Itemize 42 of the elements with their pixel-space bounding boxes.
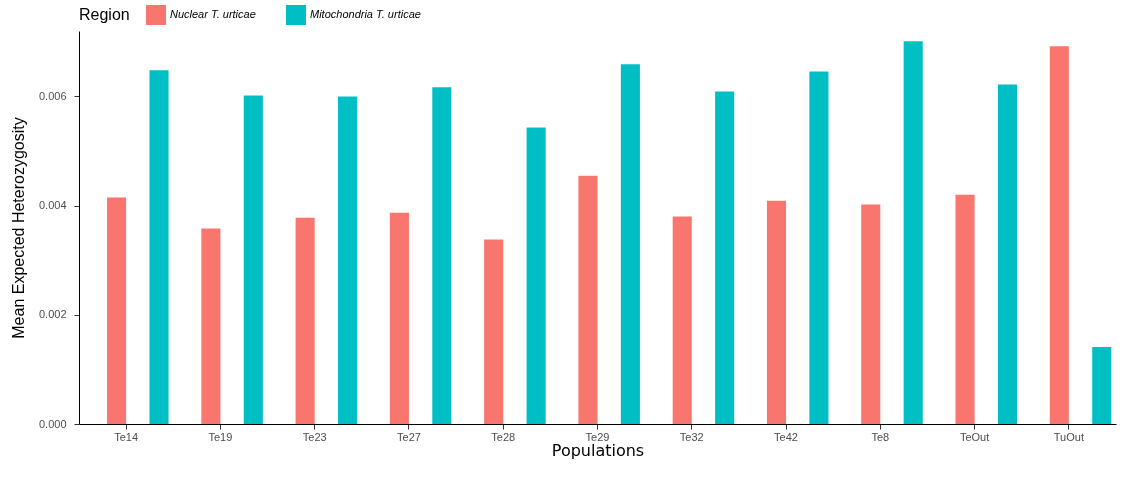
- bar: [338, 96, 358, 424]
- x-tick-label: Te28: [491, 430, 516, 443]
- bar: [243, 95, 263, 424]
- legend-label: Nuclear T. urticae: [170, 8, 256, 20]
- bar: [389, 212, 409, 424]
- y-axis-title: Mean Expected Heterozygosity: [9, 117, 27, 339]
- y-tick-label: 0.000: [38, 417, 67, 430]
- bar: [149, 70, 169, 424]
- bar: [1092, 347, 1112, 424]
- bar: [715, 91, 735, 424]
- bar: [526, 127, 546, 424]
- bar: [432, 87, 452, 424]
- bar: [484, 239, 504, 424]
- x-tick-label: Te23: [302, 430, 327, 443]
- bar: [997, 84, 1018, 424]
- x-tick-label: TuOut: [1053, 430, 1084, 443]
- x-axis-title: Populations: [551, 440, 645, 460]
- x-tick-label: Te19: [208, 430, 233, 443]
- legend-title: Region: [79, 6, 130, 23]
- x-tick-label: Te42: [774, 430, 798, 443]
- x-tick-label: Te32: [679, 430, 704, 443]
- y-tick-label: 0.004: [38, 199, 67, 212]
- bar: [955, 194, 975, 424]
- y-tick-label: 0.006: [38, 90, 67, 102]
- x-tick-label: Te14: [114, 430, 139, 443]
- x-tick-label: Te27: [397, 430, 421, 443]
- x-tick-label: Te8: [871, 430, 890, 443]
- bar: [672, 216, 692, 424]
- bar: [295, 217, 315, 424]
- bar: [1049, 46, 1069, 424]
- bar: [809, 71, 829, 424]
- x-tick-label: TeOut: [959, 430, 990, 443]
- bar: [107, 197, 127, 424]
- bar: [201, 228, 221, 424]
- legend-label: Mitochondria T. urticae: [310, 8, 421, 20]
- bar: [861, 204, 881, 424]
- bar: [903, 41, 923, 424]
- y-tick-label: 0.002: [38, 308, 67, 321]
- bar: [766, 200, 787, 424]
- bar: [578, 175, 598, 424]
- x-tick-label: Te29: [585, 430, 610, 443]
- bar: [620, 64, 640, 424]
